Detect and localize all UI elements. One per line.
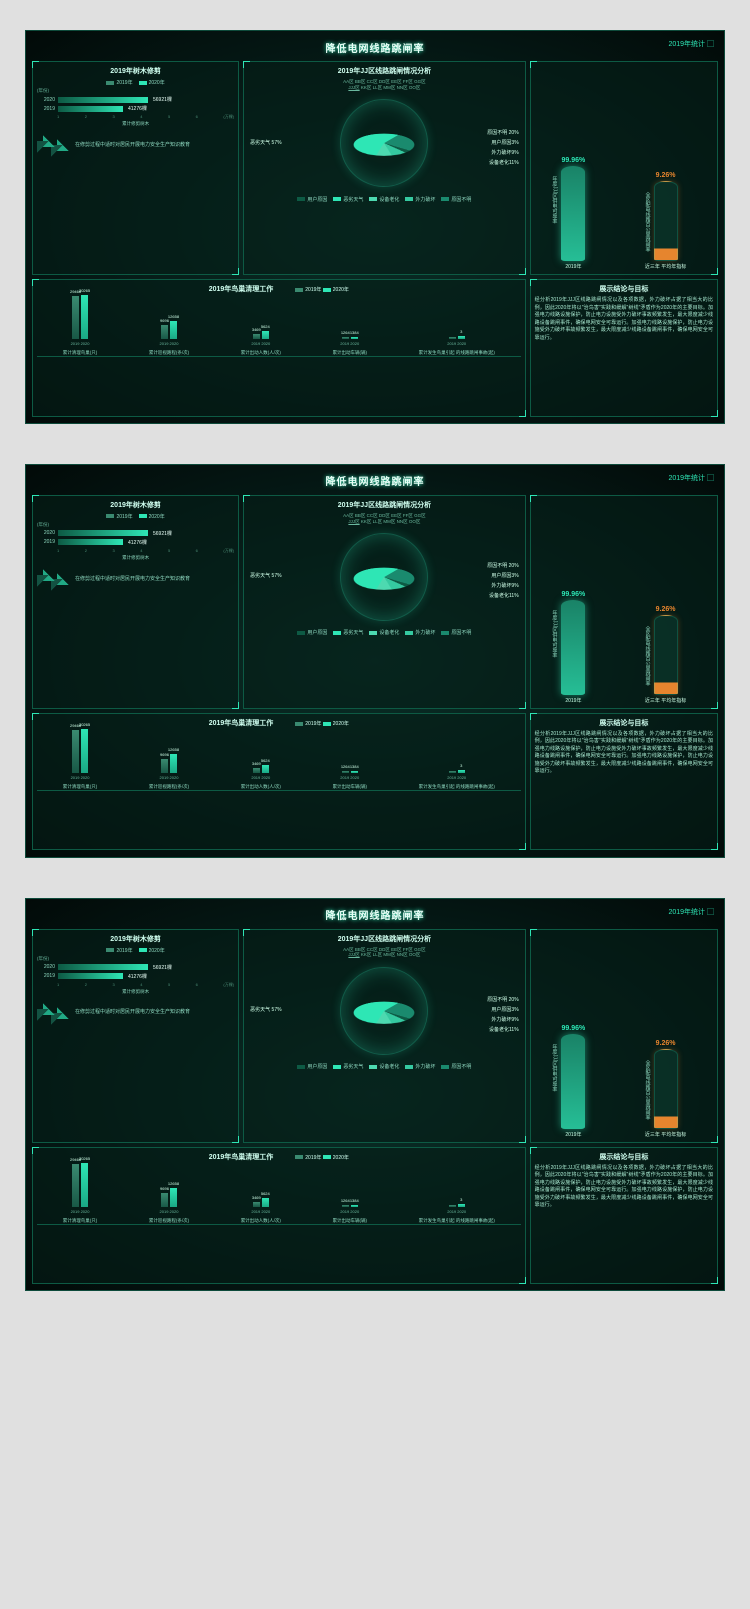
pie-chart: 恶劣天气 57% 原因不明 20% 用户原因3% 外力破坏9% 设备老化11% — [248, 91, 521, 196]
cylinder-trip-rate: 9.26% 全区配电线路百公里跳闸率 近三年 平均年指标 — [645, 606, 686, 704]
conclusion-title: 展示结论与目标 — [535, 284, 713, 294]
conclusion-title: 展示结论与目标 — [535, 1152, 713, 1162]
year-stat: 2019年统计 ▢ — [668, 907, 714, 917]
conclusion-text: 经分析2019年JJJ区线路跳闸情况以及各项数据，外力破坏占据了相当大的比例，因… — [535, 1165, 713, 1210]
main-title: 降低电网线路跳闸率 — [326, 907, 425, 922]
tree-legend: 2019年2020年 — [37, 947, 234, 954]
cylinder-trip-rate: 9.26% 全区配电线路百公里跳闸率 近三年 平均年指标 — [645, 172, 686, 270]
cylinder-kpi-panel: 99.96% 年度JJJ区供电可靠率 2019年 9.26% 全区配电线路百公里… — [530, 929, 718, 1143]
tree-legend: 2019年2020年 — [37, 79, 234, 86]
tree-note: 在修剪过程中适时对居民开展电力安全生产知识教育 — [75, 142, 234, 149]
center-title: 2019年JJ区线路跳闸情况分析 — [248, 66, 521, 76]
conclusion-panel: 展示结论与目标 经分析2019年JJJ区线路跳闸情况以及各项数据，外力破坏占据了… — [530, 279, 718, 417]
pie-legend: 用户原因恶劣天气设备老化外力破坏原因不明 — [248, 629, 521, 636]
tree-title: 2019年树木修剪 — [37, 66, 234, 76]
main-title: 降低电网线路跳闸率 — [326, 40, 425, 55]
bird-bar-chart: 29466 30265 2019 2020 累计清理鸟巢(只) 9696 126… — [37, 1165, 521, 1225]
zone-list: AA区 BB区 CC区 DD区 EE区 FF区 GG区 JJJ区 KK区 LL区… — [248, 947, 521, 959]
line-trip-analysis-panel: 2019年JJ区线路跳闸情况分析 AA区 BB区 CC区 DD区 EE区 FF区… — [243, 495, 526, 709]
cylinder-reliability: 99.96% 年度JJJ区供电可靠率 2019年 — [561, 591, 585, 704]
tree-note: 在修剪过程中适时对居民开展电力安全生产知识教育 — [75, 576, 234, 583]
pie-chart: 恶劣天气 57% 原因不明 20% 用户原因3% 外力破坏9% 设备老化11% — [248, 958, 521, 1063]
cylinder-kpi-panel: 99.96% 年度JJJ区供电可靠率 2019年 9.26% 全区配电线路百公里… — [530, 61, 718, 275]
tree-trimming-panel: 2019年树木修剪 2019年2020年 (年份) 2020 56921棵 20… — [32, 929, 239, 1143]
center-title: 2019年JJ区线路跳闸情况分析 — [248, 934, 521, 944]
bird-nest-panel: 2019年鸟巢清理工作 2019年 2020年 29466 30265 2019… — [32, 279, 526, 417]
zone-list: AA区 BB区 CC区 DD区 EE区 FF区 GG区 JJJ区 KK区 LL区… — [248, 79, 521, 91]
pie-legend: 用户原因恶劣天气设备老化外力破坏原因不明 — [248, 1063, 521, 1070]
tree-title: 2019年树木修剪 — [37, 934, 234, 944]
year-stat: 2019年统计 ▢ — [668, 39, 714, 49]
dashboard-instance-2: 降低电网线路跳闸率 2019年统计 ▢ 2019年树木修剪 2019年2020年 … — [25, 464, 725, 858]
conclusion-title: 展示结论与目标 — [535, 718, 713, 728]
tree-note: 在修剪过程中适时对居民开展电力安全生产知识教育 — [75, 1009, 234, 1016]
cylinder-trip-rate: 9.26% 全区配电线路百公里跳闸率 近三年 平均年指标 — [645, 1040, 686, 1138]
tree-title: 2019年树木修剪 — [37, 500, 234, 510]
center-title: 2019年JJ区线路跳闸情况分析 — [248, 500, 521, 510]
cylinder-kpi-panel: 99.96% 年度JJJ区供电可靠率 2019年 9.26% 全区配电线路百公里… — [530, 495, 718, 709]
bird-bar-chart: 29466 30265 2019 2020 累计清理鸟巢(只) 9696 126… — [37, 297, 521, 357]
pie-chart: 恶劣天气 57% 原因不明 20% 用户原因3% 外力破坏9% 设备老化11% — [248, 524, 521, 629]
isometric-cubes-icon — [37, 565, 71, 593]
year-stat: 2019年统计 ▢ — [668, 473, 714, 483]
main-title: 降低电网线路跳闸率 — [326, 473, 425, 488]
bird-nest-panel: 2019年鸟巢清理工作 2019年 2020年 29466 30265 2019… — [32, 713, 526, 851]
conclusion-text: 经分析2019年JJJ区线路跳闸情况以及各项数据，外力破坏占据了相当大的比例，因… — [535, 297, 713, 342]
bird-bar-chart: 29466 30265 2019 2020 累计清理鸟巢(只) 9696 126… — [37, 731, 521, 791]
bird-nest-panel: 2019年鸟巢清理工作 2019年 2020年 29466 30265 2019… — [32, 1147, 526, 1285]
zone-list: AA区 BB区 CC区 DD区 EE区 FF区 GG区 JJJ区 KK区 LL区… — [248, 513, 521, 525]
line-trip-analysis-panel: 2019年JJ区线路跳闸情况分析 AA区 BB区 CC区 DD区 EE区 FF区… — [243, 929, 526, 1143]
conclusion-panel: 展示结论与目标 经分析2019年JJJ区线路跳闸情况以及各项数据，外力破坏占据了… — [530, 1147, 718, 1285]
dashboard-instance-3: 降低电网线路跳闸率 2019年统计 ▢ 2019年树木修剪 2019年2020年 … — [25, 898, 725, 1292]
conclusion-panel: 展示结论与目标 经分析2019年JJJ区线路跳闸情况以及各项数据，外力破坏占据了… — [530, 713, 718, 851]
isometric-cubes-icon — [37, 999, 71, 1027]
dashboard-instance-1: 降低电网线路跳闸率 2019年统计 ▢ 2019年树木修剪 2019年2020年 … — [25, 30, 725, 424]
pie-legend: 用户原因恶劣天气设备老化外力破坏原因不明 — [248, 196, 521, 203]
cylinder-reliability: 99.96% 年度JJJ区供电可靠率 2019年 — [561, 157, 585, 270]
tree-legend: 2019年2020年 — [37, 513, 234, 520]
line-trip-analysis-panel: 2019年JJ区线路跳闸情况分析 AA区 BB区 CC区 DD区 EE区 FF区… — [243, 61, 526, 275]
conclusion-text: 经分析2019年JJJ区线路跳闸情况以及各项数据，外力破坏占据了相当大的比例，因… — [535, 731, 713, 776]
tree-trimming-panel: 2019年树木修剪 2019年2020年 (年份) 2020 56921棵 20… — [32, 61, 239, 275]
tree-trimming-panel: 2019年树木修剪 2019年2020年 (年份) 2020 56921棵 20… — [32, 495, 239, 709]
isometric-cubes-icon — [37, 131, 71, 159]
cylinder-reliability: 99.96% 年度JJJ区供电可靠率 2019年 — [561, 1025, 585, 1138]
